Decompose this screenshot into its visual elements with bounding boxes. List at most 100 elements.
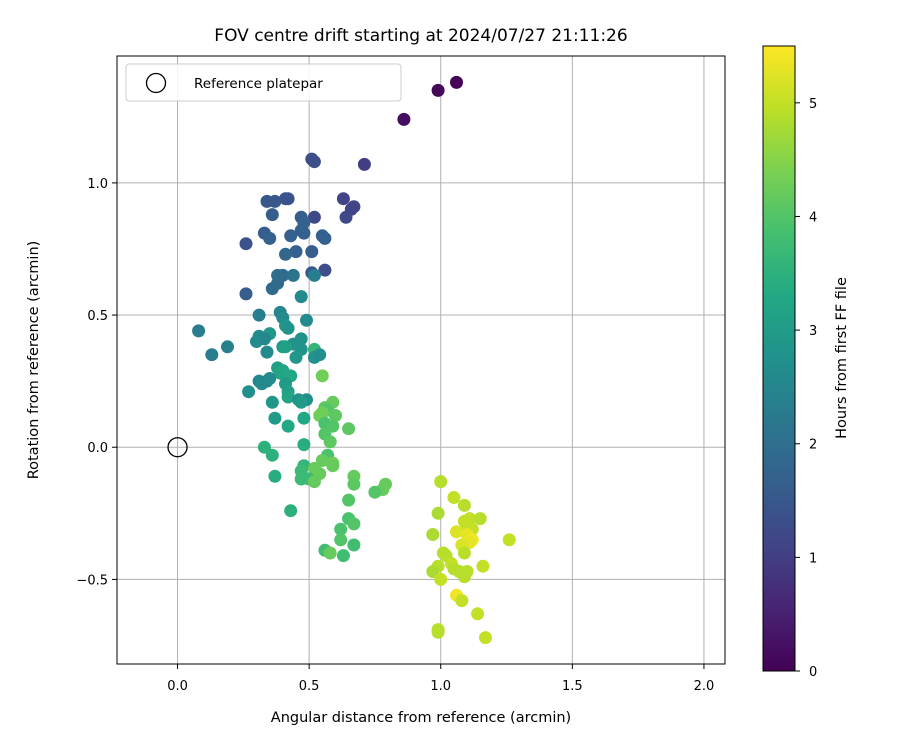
scatter-point xyxy=(315,369,329,383)
scatter-point xyxy=(450,75,463,89)
scatter-point xyxy=(307,268,321,282)
scatter-point xyxy=(305,245,319,259)
scatter-point xyxy=(431,83,445,97)
colorbar-tick-label: 4 xyxy=(809,210,817,225)
scatter-point xyxy=(342,493,356,507)
scatter-point xyxy=(457,546,471,560)
scatter-point xyxy=(289,245,303,259)
scatter-point xyxy=(318,231,332,245)
scatter-point xyxy=(323,435,337,449)
scatter-point xyxy=(192,324,206,338)
scatter-point xyxy=(426,528,440,541)
scatter-point xyxy=(450,525,463,539)
scatter-point xyxy=(434,475,448,489)
scatter-point xyxy=(329,409,342,422)
scatter-point xyxy=(479,631,492,645)
scatter-point xyxy=(252,308,266,322)
chart-title: FOV centre drift starting at 2024/07/27 … xyxy=(214,26,627,46)
scatter-point xyxy=(476,559,490,573)
scatter-point xyxy=(455,594,469,608)
scatter-point xyxy=(260,194,274,208)
scatter-point xyxy=(313,348,327,362)
x-tick-label: 2.0 xyxy=(694,679,715,694)
scatter-point xyxy=(221,340,234,354)
legend-label: Reference platepar xyxy=(194,76,323,92)
scatter-point xyxy=(347,538,361,552)
scatter-point xyxy=(431,506,445,520)
legend-box xyxy=(125,63,402,102)
scatter-point xyxy=(357,157,371,171)
scatter-point xyxy=(457,498,471,512)
scatter-point xyxy=(307,155,321,169)
scatter-point xyxy=(473,512,487,526)
y-axis-label: Rotation from reference (arcmin) xyxy=(26,241,42,480)
scatter-point xyxy=(431,625,445,639)
scatter-point xyxy=(426,565,440,578)
y-tick-label: 0.5 xyxy=(87,309,108,324)
scatter-point xyxy=(502,533,516,547)
scatter-point xyxy=(315,454,329,467)
scatter-point xyxy=(347,517,361,531)
y-tick-label: 1.0 xyxy=(87,177,108,192)
scatter-point xyxy=(336,549,350,563)
scatter-point xyxy=(342,422,356,436)
scatter-point xyxy=(281,321,295,335)
y-tick-label: 0.0 xyxy=(87,441,108,456)
scatter-point xyxy=(334,522,348,536)
x-axis-label: Angular distance from reference (arcmin) xyxy=(271,710,571,726)
x-tick-label: 0.5 xyxy=(299,679,320,694)
scatter-point xyxy=(334,533,348,547)
scatter-point xyxy=(265,448,279,462)
colorbar-tick-label: 0 xyxy=(809,665,817,680)
scatter-point xyxy=(297,411,311,425)
scatter-point xyxy=(257,440,271,454)
scatter-point xyxy=(339,210,353,224)
scatter-point xyxy=(289,350,303,364)
scatter-point xyxy=(281,192,295,206)
legend: Reference platepar xyxy=(125,63,402,102)
scatter-point xyxy=(263,372,277,385)
x-tick-label: 0.0 xyxy=(167,679,188,694)
scatter-point xyxy=(279,247,292,261)
scatter-point xyxy=(326,419,340,433)
scatter-point xyxy=(307,475,321,489)
reference-point xyxy=(167,437,188,458)
x-axis: 0.0 0.5 1.0 1.5 2.0 xyxy=(167,664,714,694)
scatter-point xyxy=(263,231,277,245)
colorbar-tick-label: 5 xyxy=(809,97,817,112)
scatter-point xyxy=(326,459,340,473)
scatter-point xyxy=(300,313,313,327)
y-tick-label: −0.5 xyxy=(76,573,108,588)
scatter-point xyxy=(265,208,279,222)
scatter-point xyxy=(336,192,350,206)
colorbar-tick-label: 2 xyxy=(809,438,817,453)
colorbar-label: Hours from first FF file xyxy=(834,277,850,439)
scatter-point xyxy=(284,504,298,518)
scatter-point xyxy=(279,340,292,354)
scatter-point xyxy=(347,477,361,491)
plot-frame xyxy=(116,55,726,665)
scatter-point xyxy=(318,263,332,277)
scatter-point xyxy=(297,226,311,240)
scatter-point xyxy=(323,546,337,560)
scatter-point xyxy=(260,345,274,359)
colorbar xyxy=(762,45,796,672)
scatter-point xyxy=(268,411,282,425)
scatter-point xyxy=(242,385,256,399)
data-points xyxy=(167,75,516,645)
scatter-point xyxy=(205,348,219,362)
scatter-point xyxy=(239,287,253,301)
scatter-point xyxy=(457,570,471,584)
scatter-point xyxy=(271,276,285,290)
x-tick-label: 1.5 xyxy=(562,679,583,694)
scatter-point xyxy=(447,491,461,504)
scatter-point xyxy=(434,572,448,586)
scatter-point xyxy=(265,395,279,409)
scatter-point xyxy=(250,335,263,348)
scatter-point xyxy=(284,229,298,243)
colorbar-tick-label: 1 xyxy=(809,551,817,566)
colorbar-ticks: 0 1 2 3 4 5 xyxy=(795,97,817,680)
scatter-point xyxy=(297,438,311,452)
scatter-point xyxy=(281,390,295,404)
